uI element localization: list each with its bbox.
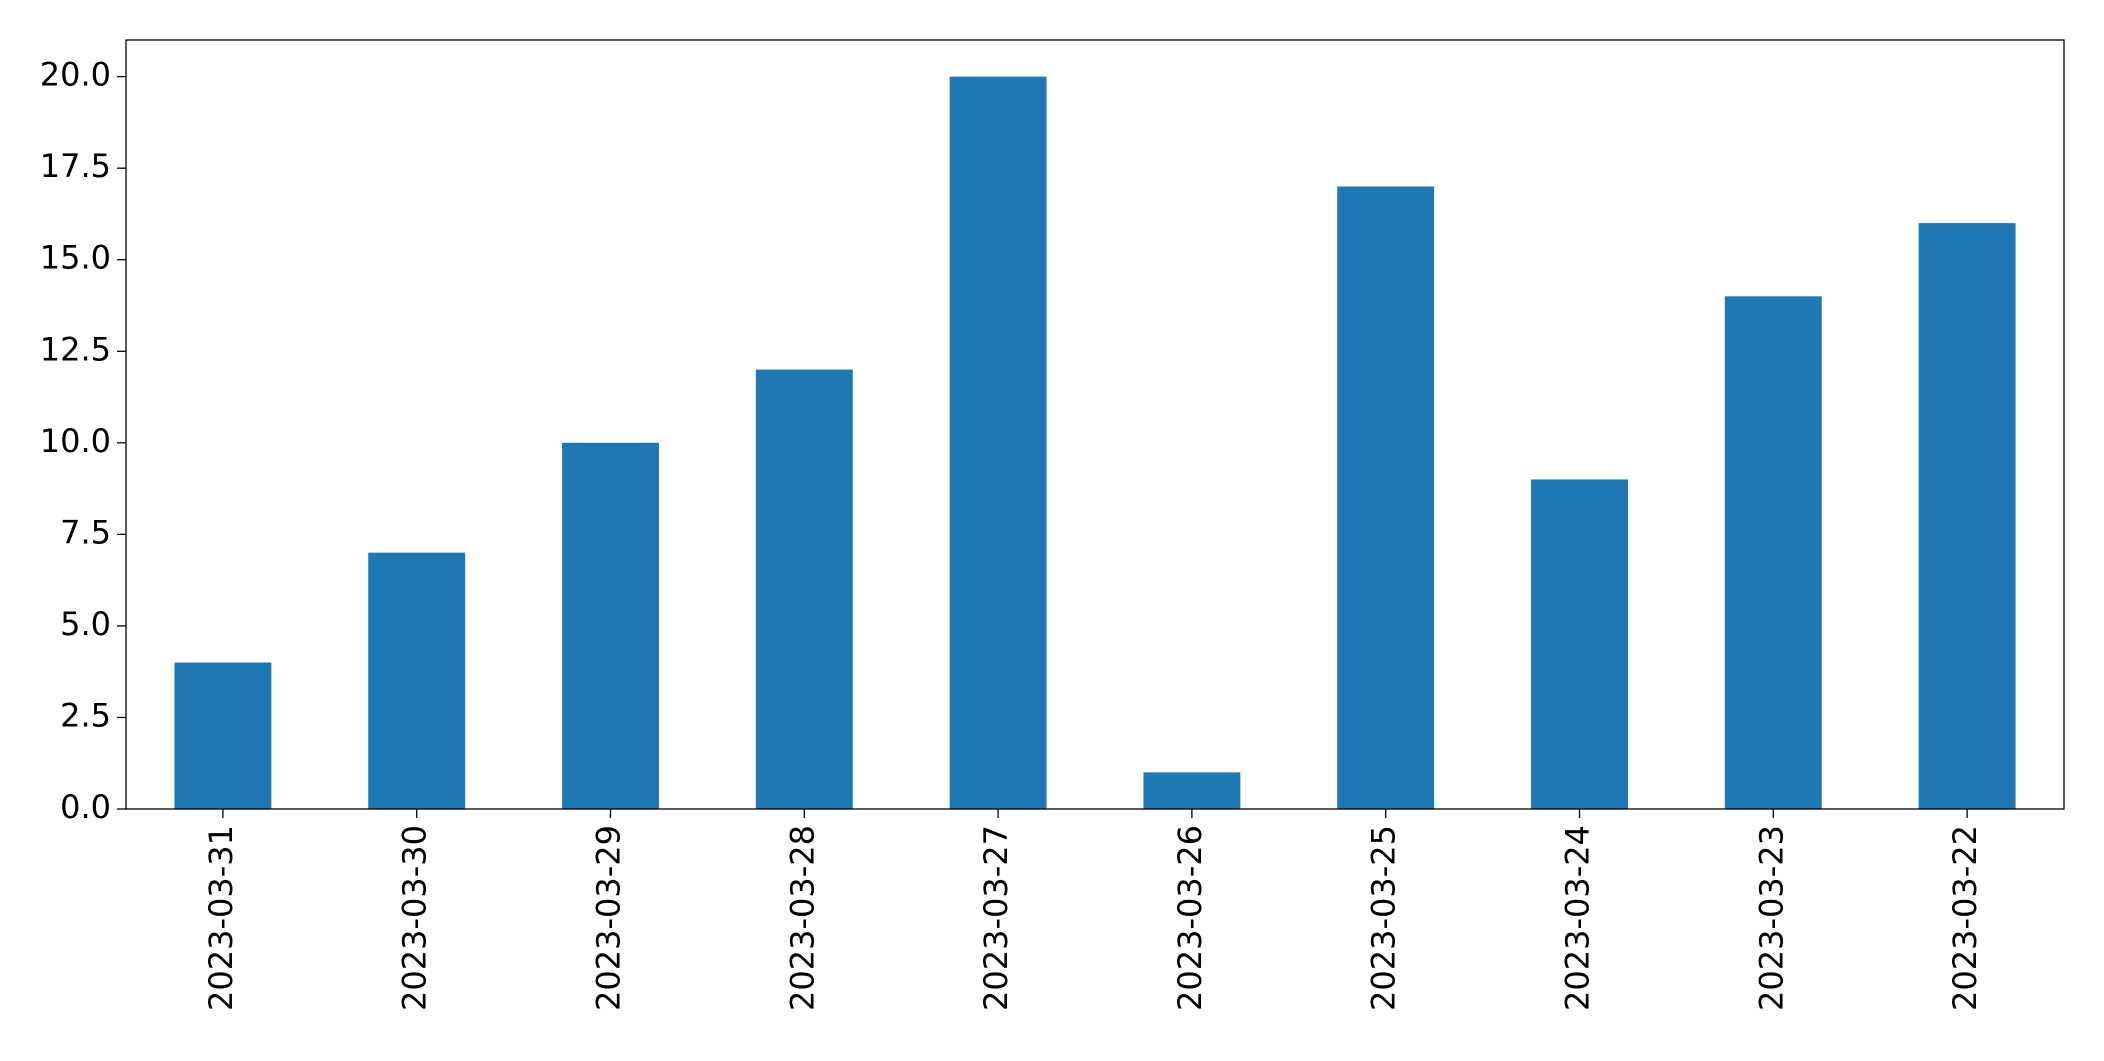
y-tick-label: 0.0 (60, 788, 111, 826)
plot-frame (125, 39, 2065, 810)
bar (949, 76, 1047, 810)
x-tick-label: 2023-03-29 (590, 825, 628, 1011)
bar (174, 662, 272, 809)
x-tick-label: 2023-03-24 (1559, 825, 1597, 1011)
bar (1724, 296, 1822, 809)
y-tick-label: 7.5 (60, 513, 111, 551)
x-tick-label: 2023-03-28 (783, 825, 821, 1011)
y-tick-label: 10.0 (40, 422, 111, 460)
bar (1143, 772, 1241, 809)
y-tick-label: 12.5 (40, 330, 111, 368)
x-tick-label: 2023-03-30 (396, 825, 434, 1011)
y-tick-label: 2.5 (60, 696, 111, 734)
x-tick-label: 2023-03-31 (202, 825, 240, 1011)
x-tick-label: 2023-03-25 (1365, 825, 1403, 1011)
bar (368, 552, 466, 809)
y-tick-label: 15.0 (40, 239, 111, 277)
y-tick-label: 5.0 (60, 605, 111, 643)
bar (755, 369, 853, 809)
y-tick-label: 20.0 (40, 56, 111, 94)
bar (1531, 479, 1628, 809)
bar (562, 442, 659, 809)
x-tick-label: 2023-03-23 (1752, 825, 1790, 1011)
x-tick-label: 2023-03-22 (1946, 825, 1984, 1011)
bar (1337, 186, 1435, 809)
x-tick-label: 2023-03-26 (1171, 825, 1209, 1011)
y-tick-label: 17.5 (40, 147, 111, 185)
bar (1918, 223, 2016, 810)
x-tick-label: 2023-03-27 (977, 825, 1015, 1011)
